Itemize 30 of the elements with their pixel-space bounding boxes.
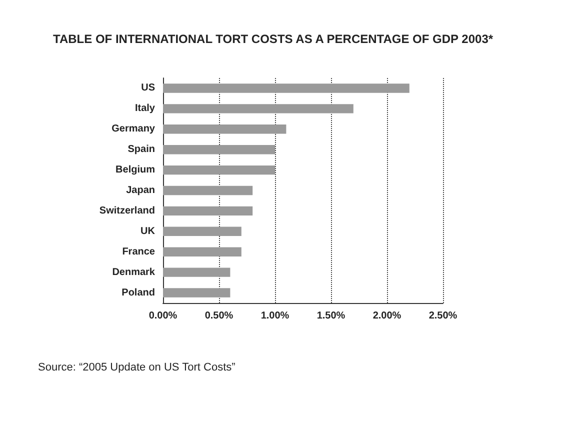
bar — [163, 247, 242, 256]
bar — [163, 144, 275, 154]
bar — [163, 226, 242, 236]
x-tick-label: 0.00% — [148, 310, 178, 322]
y-tick-label: Spain — [128, 144, 155, 156]
y-tick-label: US — [141, 82, 156, 94]
x-tick-label: 0.50% — [204, 310, 234, 322]
x-tick-label: 2.50% — [428, 310, 458, 322]
y-tick-label: Italy — [134, 103, 156, 114]
bar — [163, 288, 230, 298]
bar — [163, 186, 253, 196]
x-tick-label: 2.00% — [372, 310, 402, 322]
y-tick-label: Denmark — [112, 266, 156, 278]
bar — [163, 104, 354, 114]
bar — [163, 268, 230, 277]
bar — [163, 206, 253, 216]
y-tick-label: Japan — [126, 185, 155, 196]
x-tick-label: 1.00% — [260, 310, 290, 322]
chart-title: TABLE OF INTERNATIONAL TORT COSTS AS A PERCENTAGE OF GDP 2003* — [53, 32, 494, 46]
bar — [163, 124, 286, 134]
y-tick-label: UK — [140, 226, 156, 237]
y-tick-label: Belgium — [116, 164, 156, 176]
y-tick-label: Poland — [122, 287, 155, 298]
y-tick-label: France — [122, 246, 156, 258]
bar — [163, 84, 410, 93]
x-tick-label: 1.50% — [316, 310, 346, 322]
bar — [163, 165, 275, 175]
y-tick-label: Germany — [112, 124, 156, 135]
source-note: Source: “2005 Update on US Tort Costs” — [38, 362, 236, 374]
y-tick-label: Switzerland — [99, 205, 155, 216]
